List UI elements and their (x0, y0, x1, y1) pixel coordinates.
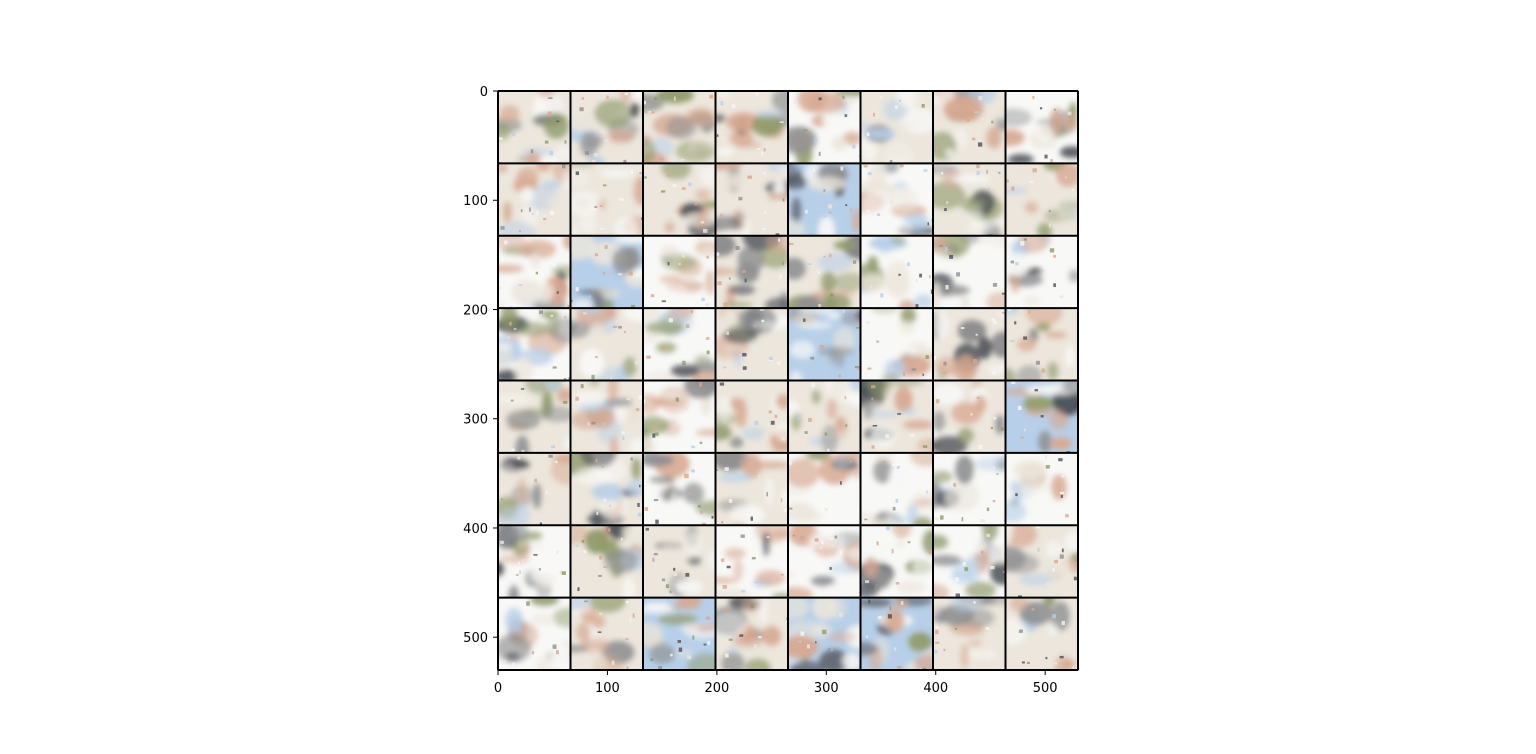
sample-tile (570, 163, 643, 236)
sample-tile (643, 235, 716, 309)
y-tick-label: 100 (463, 194, 488, 209)
sample-tile (570, 308, 643, 381)
sample-tile (498, 163, 571, 236)
sample-tile (860, 163, 933, 236)
sample-tile (933, 597, 1006, 670)
sample-tile (1005, 91, 1078, 164)
sample-tile (788, 308, 861, 381)
sample-tile (1005, 235, 1078, 309)
sample-tile (1005, 452, 1078, 526)
y-tick-label: 500 (463, 631, 488, 646)
sample-tile (788, 91, 861, 164)
sample-tile (570, 597, 643, 670)
sample-tile (570, 525, 643, 598)
sample-tile (643, 308, 716, 381)
sample-tile (643, 163, 716, 236)
sample-tile (860, 308, 933, 381)
image-grid (498, 91, 1078, 670)
sample-tile (643, 597, 716, 670)
x-tick-label: 0 (494, 681, 502, 696)
y-axis: 0 100 200 300 400 500 (463, 85, 498, 646)
sample-tile (788, 597, 861, 670)
x-axis: 0 100 200 300 400 500 (494, 670, 1058, 696)
sample-tile (860, 525, 933, 598)
sample-tile (570, 452, 643, 526)
sample-tile (715, 308, 788, 381)
sample-tile (643, 91, 716, 164)
y-tick-label: 300 (463, 413, 488, 428)
sample-tile (570, 235, 643, 309)
sample-tile (933, 235, 1006, 309)
sample-tile (788, 235, 861, 309)
sample-tile (715, 235, 788, 309)
sample-tile (570, 91, 643, 164)
x-tick-label: 300 (814, 681, 839, 696)
sample-tile (498, 597, 571, 670)
sample-tile (643, 525, 716, 598)
sample-tile (715, 597, 788, 670)
sample-tile (643, 380, 716, 453)
sample-tile (1005, 380, 1078, 453)
axes-frame (497, 90, 1079, 671)
x-tick-label: 100 (595, 681, 620, 696)
sample-tile (860, 380, 933, 453)
sample-tile (860, 452, 933, 526)
sample-tile (860, 91, 933, 164)
sample-tile (933, 380, 1006, 453)
sample-tile (933, 91, 1006, 164)
sample-tile (788, 380, 861, 453)
sample-tile (1005, 163, 1078, 236)
x-tick-label: 400 (923, 681, 948, 696)
sample-tile (1005, 597, 1078, 670)
y-tick-label: 200 (463, 303, 488, 318)
x-tick-label: 200 (704, 681, 729, 696)
sample-tile (933, 525, 1006, 598)
sample-tile (933, 452, 1006, 526)
sample-tile (933, 163, 1006, 236)
sample-tile (860, 597, 933, 670)
sample-tile (788, 163, 861, 236)
sample-tile (715, 525, 788, 598)
sample-tile (498, 91, 571, 164)
sample-tile (715, 452, 788, 526)
sample-tile (498, 380, 571, 453)
y-tick-label: 0 (480, 85, 488, 100)
sample-tile (715, 163, 788, 236)
sample-tile (498, 308, 571, 381)
sample-tile (715, 91, 788, 164)
sample-tile (498, 452, 571, 526)
sample-tile (570, 380, 643, 453)
sample-tile (498, 525, 571, 598)
y-tick-label: 400 (463, 522, 488, 537)
sample-tile (498, 235, 571, 309)
sample-tile (715, 380, 788, 453)
sample-tile (788, 525, 861, 598)
sample-tile (1005, 525, 1078, 598)
x-tick-label: 500 (1033, 681, 1058, 696)
sample-tile (860, 235, 933, 309)
sample-tile (1005, 308, 1078, 381)
sample-tile (788, 452, 861, 526)
sample-tile (643, 452, 716, 526)
sample-tile (933, 308, 1006, 381)
